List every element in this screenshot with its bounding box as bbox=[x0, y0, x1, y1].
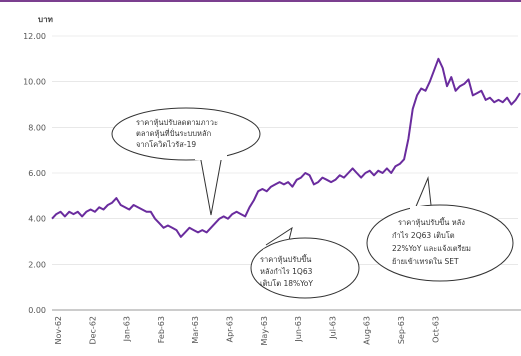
callout-bubble bbox=[111, 107, 261, 161]
callout-text-line: ราคาหุ้นปรับขึ้น หลัง bbox=[398, 217, 465, 227]
y-tick-label: 10.00 bbox=[23, 78, 46, 87]
x-tick-label: Sep-63 bbox=[397, 316, 406, 344]
x-tick-label: Mar-63 bbox=[191, 316, 200, 344]
x-tick-label: Jan-63 bbox=[123, 316, 132, 342]
series-line-0 bbox=[51, 57, 521, 238]
y-tick-label: 4.00 bbox=[28, 215, 46, 224]
callout-text-line: 22%YoY และแจ้งเตรียม bbox=[392, 244, 471, 253]
callout-text-line: เติบโต 18%YoY bbox=[260, 279, 313, 288]
callout-joint-mask bbox=[195, 150, 227, 160]
x-axis-ticks: Nov-62 Dec-62 Jan-63 Feb-63 Mar-63 Apr-63 May-… bbox=[54, 316, 440, 345]
top-accent-bar bbox=[0, 0, 521, 2]
callout-joint-mask bbox=[410, 206, 436, 216]
x-tick-label: Jul-63 bbox=[328, 316, 337, 340]
callout-pointer bbox=[199, 154, 223, 216]
x-tick-label: Jun-63 bbox=[294, 316, 303, 343]
x-tick-label: Aug-63 bbox=[363, 316, 372, 345]
callout-text-line: ย้ายเข้าเทรดใน SET bbox=[392, 257, 459, 266]
x-tick-label: Dec-62 bbox=[88, 316, 97, 345]
y-tick-label: 8.00 bbox=[28, 123, 46, 132]
x-tick-label: Feb-63 bbox=[157, 316, 166, 343]
callout-text-line: กำไร 2Q63 เติบโต bbox=[392, 231, 455, 240]
callout-joint-mask bbox=[263, 239, 293, 259]
x-tick-label: Nov-62 bbox=[54, 316, 63, 344]
callout-covid-drop: ราคาหุ้นปรับลดตามภาวะ ตลาดหุ้นที่ปั่นระบ… bbox=[111, 107, 261, 216]
callout-1q63-rise: ราคาหุ้นปรับขึ้น หลังกำไร 1Q63 เติบโต 18… bbox=[250, 226, 360, 299]
y-axis-unit-label: บาท bbox=[38, 15, 53, 24]
callout-text-line: ตลาดหุ้นที่ปั่นระบบหลัก bbox=[136, 128, 211, 138]
callout-text-line: ราคาหุ้นปรับขึ้น bbox=[260, 254, 311, 264]
x-tick-label: Apr-63 bbox=[226, 316, 235, 342]
y-axis-ticks: 12.00 10.00 8.00 6.00 4.00 2.00 0.00 bbox=[23, 32, 46, 315]
y-tick-label: 6.00 bbox=[28, 169, 46, 178]
callout-bubble bbox=[366, 204, 514, 282]
y-tick-label: 12.00 bbox=[23, 32, 46, 41]
y-tick-label: 2.00 bbox=[28, 260, 46, 269]
series-group bbox=[51, 57, 521, 238]
y-tick-label: 0.00 bbox=[28, 306, 46, 315]
callout-text-line: ราคาหุ้นปรับลดตามภาวะ bbox=[136, 118, 218, 127]
callout-text-line: หลังกำไร 1Q63 bbox=[260, 267, 313, 276]
x-tick-label: Oct-63 bbox=[431, 316, 440, 343]
callout-2q63-rise: ราคาหุ้นปรับขึ้น หลัง กำไร 2Q63 เติบโต 2… bbox=[366, 176, 514, 282]
callout-text-line: จากโควิดไวรัส-19 bbox=[136, 140, 196, 149]
x-tick-label: May-63 bbox=[260, 316, 269, 345]
